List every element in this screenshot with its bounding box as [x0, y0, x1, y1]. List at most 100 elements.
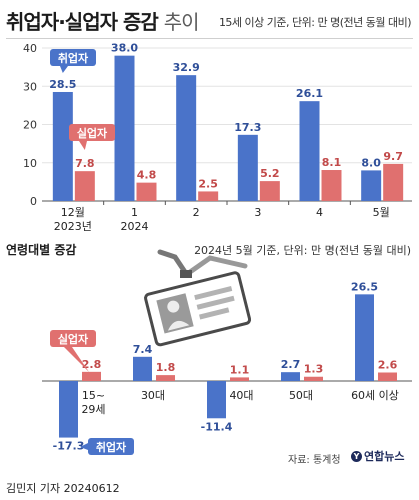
legend-employed-text: 취업자	[96, 440, 127, 454]
units-note-top: 15세 이상 기준, 단위: 만 명(전년 동월 대비)	[218, 16, 412, 29]
data-label-employed: 38.0	[111, 42, 138, 55]
bar-unemployed	[198, 191, 219, 201]
bar-employed	[355, 294, 374, 381]
data-label-unemployed: 9.7	[383, 150, 403, 163]
units-note-bottom: 2024년 5월 기준, 단위: 만 명(전년 동월 대비)	[194, 244, 411, 257]
legend-employed-box	[50, 49, 96, 66]
legend-employed-box	[88, 438, 134, 455]
bar-unemployed	[383, 163, 404, 201]
page-title: 취업자·실업자 증감 추이	[6, 6, 200, 35]
legend-employed-pointer	[60, 66, 68, 73]
data-label-employed: 32.9	[173, 61, 200, 74]
data-label-employed: 8.0	[361, 156, 381, 169]
legend-employed-pointer	[80, 443, 88, 450]
y-tick-label: 20	[23, 119, 37, 132]
data-label-unemployed: 4.8	[137, 169, 157, 182]
bar-unemployed	[259, 181, 280, 201]
x-tick-label: 15~	[82, 389, 105, 402]
id-card-line	[194, 286, 233, 301]
bar-employed	[114, 55, 135, 202]
bar-unemployed	[230, 377, 249, 381]
id-badge-illustration	[144, 249, 252, 347]
bar-employed	[237, 134, 258, 201]
bar-employed	[299, 101, 320, 201]
data-label-unemployed: 2.5	[198, 177, 218, 190]
lanyard-strap-right	[187, 255, 248, 275]
bar-unemployed	[304, 376, 323, 381]
header-divider	[6, 38, 413, 39]
x-tick-label: 50대	[289, 389, 313, 402]
data-label-employed: 17.3	[234, 121, 261, 134]
x-tick-label: 40대	[229, 389, 253, 402]
y-tick-label: 10	[23, 157, 37, 170]
legend-unemployed-pointer	[79, 141, 87, 150]
x-tick-label: 30대	[141, 389, 165, 402]
publisher-logo: Y 연합뉴스	[351, 448, 404, 464]
id-card-photo-head	[167, 300, 180, 313]
bar-employed	[176, 75, 197, 201]
y-tick-label: 40	[23, 42, 37, 55]
y-tick-label: 30	[23, 80, 37, 93]
id-card-line	[199, 307, 230, 320]
legend-unemployed-box	[69, 124, 115, 141]
legend-unemployed-pointer	[64, 347, 89, 372]
data-label-unemployed: 5.2	[260, 167, 280, 180]
x-tick-label: 5월	[373, 206, 390, 219]
bar-employed	[52, 91, 73, 201]
x-tick-label: 29세	[81, 403, 105, 416]
y-tick-label: 0	[30, 195, 37, 208]
bar-unemployed	[136, 182, 157, 201]
data-label-unemployed: 8.1	[322, 156, 342, 169]
bar-employed	[361, 170, 382, 201]
bar-employed	[133, 356, 152, 381]
data-label-unemployed: 1.1	[230, 363, 250, 376]
lanyard-strap-left	[157, 249, 188, 275]
bar-unemployed	[321, 170, 342, 201]
x-tick-sublabel: 2023년	[54, 220, 92, 233]
legend-unemployed-box	[50, 330, 96, 347]
data-label-unemployed: 1.8	[156, 361, 176, 374]
bar-unemployed	[378, 372, 397, 381]
data-label-employed: 2.7	[281, 358, 301, 371]
logo-mark-icon: Y	[351, 450, 362, 462]
id-card-line	[196, 295, 235, 310]
data-label-employed: 26.5	[351, 280, 378, 293]
id-card-icon	[144, 271, 252, 347]
x-tick-label: 60세 이상	[351, 389, 399, 402]
bar-unemployed	[74, 171, 95, 201]
chart-age-groups: 연령대별 증감 2024년 5월 기준, 단위: 만 명(전년 동월 대비) -17…	[6, 242, 412, 455]
id-card-photo-body	[167, 320, 190, 331]
title-main-text: 취업자·실업자 증감	[6, 10, 159, 34]
logo-text: 연합뉴스	[364, 450, 405, 463]
data-label-employed: 26.1	[296, 87, 323, 100]
chart-monthly: 01020304028.57.812월2023년38.04.81202432.9…	[23, 42, 412, 233]
lanyard-clip	[180, 270, 192, 278]
data-label-employed: 28.5	[49, 78, 76, 91]
bar-unemployed	[82, 371, 101, 381]
data-label-employed: 7.4	[133, 343, 153, 356]
data-label-unemployed: 2.8	[82, 358, 102, 371]
data-label-employed: -11.4	[201, 420, 233, 433]
x-tick-label: 3	[254, 206, 261, 219]
header: 취업자·실업자 증감 추이 15세 이상 기준, 단위: 만 명(전년 동월 대…	[0, 0, 419, 40]
x-tick-label: 12월	[61, 206, 85, 219]
section-title: 연령대별 증감	[6, 242, 76, 257]
bar-employed	[207, 381, 226, 419]
data-label-unemployed: 7.8	[75, 157, 95, 170]
legend-unemployed-text: 실업자	[58, 332, 89, 346]
data-label-employed: -17.3	[53, 440, 85, 453]
legend-unemployed-text: 실업자	[77, 126, 108, 140]
data-label-unemployed: 1.3	[304, 363, 324, 376]
legend-employed-text: 취업자	[58, 51, 89, 65]
title-sub-text: 추이	[163, 10, 200, 34]
byline: 김민지 기자 20240612	[6, 482, 120, 495]
data-label-unemployed: 2.6	[378, 358, 398, 371]
x-tick-label: 4	[316, 206, 323, 219]
bar-unemployed	[156, 375, 175, 381]
bar-employed	[281, 372, 300, 381]
source-note: 자료: 통계청	[288, 455, 341, 466]
x-tick-label: 1	[131, 206, 138, 219]
bar-employed	[59, 381, 78, 438]
x-tick-sublabel: 2024	[121, 220, 149, 233]
